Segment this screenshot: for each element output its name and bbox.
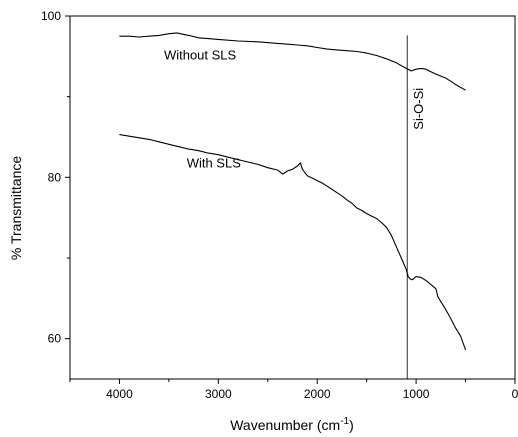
axes: [69, 15, 516, 380]
x-axis-title-close: ): [349, 417, 354, 433]
y-tick-label: 80: [48, 170, 62, 184]
x-axis-title-sup: -1: [340, 416, 349, 427]
series-line-without-sls: [119, 32, 466, 91]
y-tick-label: 100: [41, 9, 61, 23]
x-tick-label: 3000: [205, 387, 232, 401]
x-tick-label: 4000: [106, 387, 133, 401]
x-axis-title: Wavenumber (cm-1): [230, 416, 354, 433]
series-line-with-sls: [119, 134, 467, 351]
x-tick-label: 2000: [304, 387, 331, 401]
plot-frame: [69, 15, 516, 380]
reference-line-group: Si-O-Si: [406, 35, 426, 379]
x-tick-label: 0: [512, 387, 518, 401]
label-without-sls: Without SLS: [164, 48, 237, 63]
ticks: 4000 3000 2000 1000 0 60 80 100: [41, 9, 518, 401]
y-tick-label: 60: [48, 332, 62, 346]
x-tick-label: 1000: [403, 387, 430, 401]
series: [119, 32, 467, 351]
annotations: Without SLS With SLS: [164, 48, 241, 171]
x-axis-title-main: Wavenumber (cm: [230, 417, 340, 433]
y-axis-title: % Transmittance: [8, 156, 24, 260]
label-with-sls: With SLS: [187, 156, 242, 171]
si-o-si-label: Si-O-Si: [411, 88, 426, 130]
